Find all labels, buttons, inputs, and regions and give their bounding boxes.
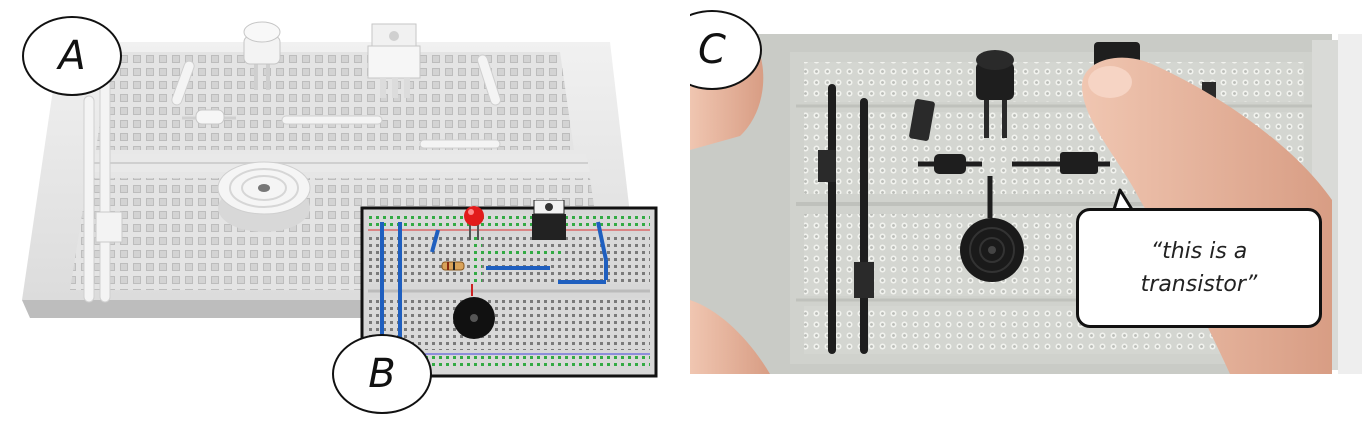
buzzer-icon xyxy=(453,284,495,339)
panel-a-rendered-breadboard: A xyxy=(0,0,650,424)
led-icon xyxy=(464,206,484,240)
schematic-breadboard-image xyxy=(360,199,658,378)
buzzer-icon xyxy=(960,176,1024,282)
panel-b-schematic-breadboard: B xyxy=(332,199,660,414)
transistor-icon xyxy=(532,199,566,240)
printed-wire-1 xyxy=(828,84,836,354)
printed-wire-2 xyxy=(860,98,868,354)
panel-label-b: B xyxy=(332,334,432,414)
led-icon xyxy=(243,21,281,90)
resistor-icon xyxy=(918,154,982,174)
transistor-icon xyxy=(367,23,421,98)
wire-left-2 xyxy=(99,69,111,303)
rendered-breadboard-image xyxy=(22,21,640,318)
panel-label-a: A xyxy=(22,16,122,96)
speech-bubble: “this is a transistor” xyxy=(1076,208,1322,328)
hole-field-top xyxy=(96,52,574,150)
wire-left-1 xyxy=(83,95,95,303)
resistor-icon xyxy=(182,109,236,125)
led-icon xyxy=(976,50,1014,138)
buzzer-icon xyxy=(217,161,311,232)
resistor-icon xyxy=(441,261,465,271)
